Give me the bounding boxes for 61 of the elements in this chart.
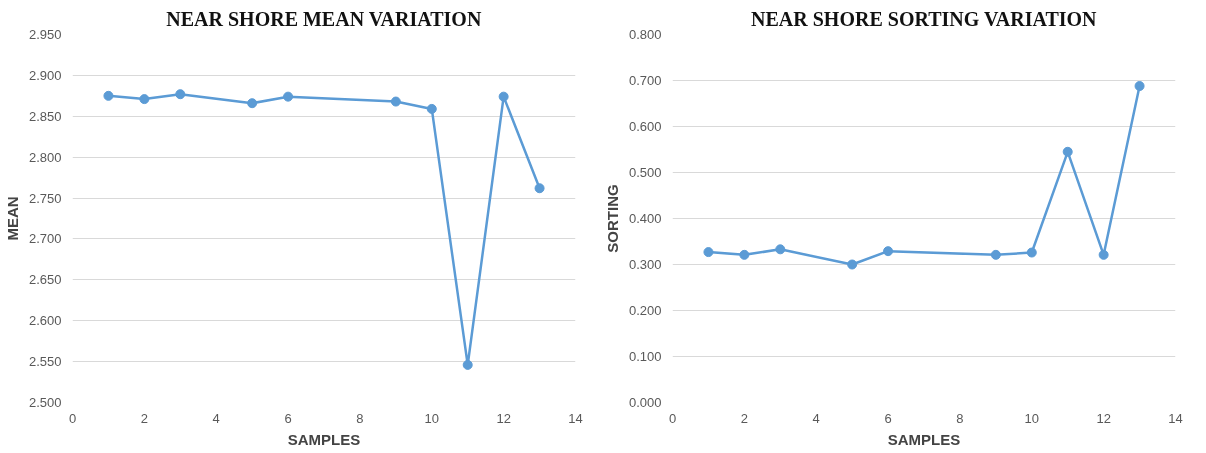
y-tick-label: 0.200: [628, 303, 662, 318]
point: [462, 359, 473, 370]
point: [1098, 249, 1109, 260]
point: [1134, 81, 1145, 92]
chart-title: NEAR SHORE MEAN VARIATION: [166, 7, 482, 30]
x-tick-label: 4: [212, 410, 220, 426]
y-tick-label: 2.700: [28, 231, 62, 247]
y-axis-title: SORTING: [603, 184, 621, 253]
point: [990, 249, 1001, 260]
y-axis-title: MEAN: [3, 196, 21, 241]
point: [139, 94, 150, 105]
y-tick-label: 2.500: [28, 395, 62, 410]
point: [1062, 146, 1073, 157]
x-tick-label: 10: [424, 410, 440, 426]
point: [739, 249, 750, 260]
point: [103, 90, 114, 101]
y-tick-label: 0.600: [628, 119, 662, 134]
point: [534, 183, 545, 194]
x-tick-label: 8: [356, 410, 364, 426]
y-tick-label: 2.950: [28, 27, 62, 42]
x-tick-label: 12: [496, 410, 511, 426]
y-tick-label: 0.100: [628, 349, 662, 364]
y-tick-label: 2.850: [28, 108, 62, 124]
point: [847, 259, 858, 270]
x-tick-label: 12: [1096, 410, 1111, 426]
y-tick-label: 2.800: [28, 149, 62, 165]
point: [426, 103, 437, 114]
y-tick-label: 0.800: [628, 27, 662, 42]
y-tick-label: 2.750: [28, 190, 62, 206]
point: [703, 247, 714, 258]
y-tick-label: 0.500: [628, 165, 662, 180]
x-axis-title: SAMPLES: [887, 430, 961, 448]
y-tick-label: 0.300: [628, 257, 662, 272]
point: [283, 91, 294, 102]
x-tick-label: 2: [140, 410, 148, 426]
point: [1026, 247, 1037, 258]
y-tick-label: 2.600: [28, 313, 62, 329]
y-tick-label: 2.900: [28, 67, 62, 83]
x-tick-label: 8: [956, 410, 964, 426]
x-axis-title: SAMPLES: [287, 430, 361, 448]
point: [498, 91, 509, 102]
x-tick-label: 14: [1168, 410, 1183, 426]
x-tick-label: 0: [68, 410, 77, 426]
point: [775, 244, 786, 255]
x-tick-label: 10: [1024, 410, 1040, 426]
point: [247, 98, 258, 109]
point: [883, 246, 894, 257]
y-tick-label: 0.000: [628, 395, 662, 410]
y-tick-label: 2.650: [28, 272, 62, 288]
chart-title: NEAR SHORE SORTING VARIATION: [751, 7, 1098, 30]
point: [390, 96, 401, 107]
x-tick-label: 14: [568, 410, 583, 426]
x-tick-label: 6: [284, 410, 292, 426]
x-tick-label: 4: [812, 410, 820, 426]
y-tick-label: 2.550: [28, 354, 62, 370]
x-tick-label: 0: [668, 410, 677, 426]
point: [175, 89, 186, 100]
x-tick-label: 2: [740, 410, 748, 426]
y-tick-label: 0.700: [628, 73, 662, 88]
x-tick-label: 6: [884, 410, 892, 426]
y-tick-label: 0.400: [628, 211, 662, 226]
